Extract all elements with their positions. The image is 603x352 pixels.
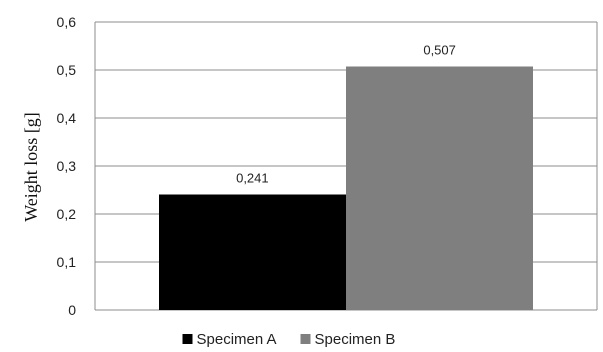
bar-specimen-b — [346, 66, 534, 310]
y-tick-label: 0,5 — [57, 62, 77, 78]
y-tick-label: 0,3 — [57, 158, 77, 174]
data-label: 0,241 — [236, 170, 269, 185]
y-axis-ticks: 0 0,1 0,2 0,3 0,4 0,5 0,6 — [57, 14, 77, 318]
data-label: 0,507 — [423, 43, 456, 58]
y-tick-label: 0 — [68, 302, 76, 318]
legend-swatch — [300, 334, 311, 344]
labels-layer: 0,241 0,507 — [236, 43, 456, 186]
legend-label: Specimen A — [197, 331, 277, 348]
bar-specimen-a — [158, 194, 346, 310]
bars-layer — [158, 66, 534, 310]
y-tick-label: 0,4 — [57, 110, 77, 126]
y-axis-title: Weight loss [g] — [21, 112, 41, 222]
y-tick-label: 0,6 — [57, 14, 77, 30]
legend: Specimen A Specimen B — [182, 331, 396, 348]
y-tick-label: 0,2 — [57, 206, 77, 222]
y-tick-label: 0,1 — [57, 254, 77, 270]
legend-label: Specimen B — [315, 331, 396, 348]
legend-swatch — [182, 334, 193, 344]
